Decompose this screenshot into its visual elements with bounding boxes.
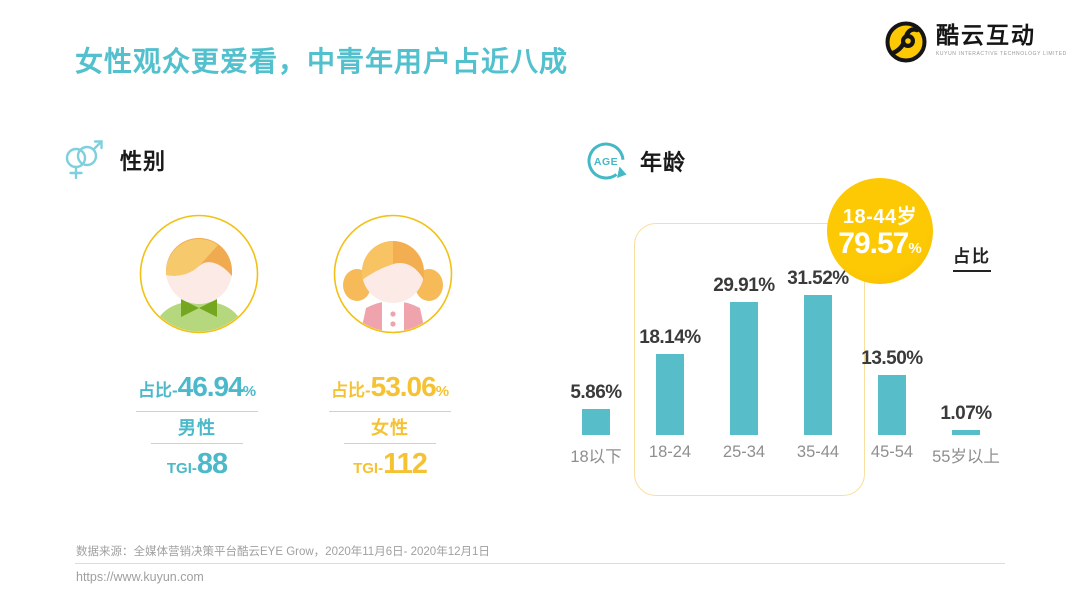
- bar-category-label: 55岁以上: [932, 448, 1000, 466]
- page-title: 女性观众更爱看，中青年用户占近八成: [75, 46, 569, 77]
- badge-value-line: 79.57%: [827, 229, 933, 259]
- female-share-value: 53.06: [370, 371, 437, 402]
- bar: [878, 375, 906, 435]
- male-stats: 占比-46.94% 男性 TGI-88: [119, 372, 275, 484]
- badge-percent: %: [908, 240, 922, 257]
- bar: [656, 354, 684, 435]
- divider: [136, 411, 258, 412]
- bar-category-label: 25-34: [722, 443, 766, 461]
- bar: [804, 295, 832, 435]
- bar-column: 13.50% 45-54: [855, 200, 929, 461]
- gender-heading: 性别: [120, 149, 167, 174]
- bar: [952, 430, 980, 435]
- bar-column: 18.14% 18-24: [633, 200, 707, 461]
- divider: [344, 443, 436, 444]
- kuyun-logo-icon: [885, 21, 927, 63]
- female-share: 占比-53.06%: [312, 372, 468, 407]
- gender-symbols-icon: [65, 140, 103, 180]
- logo-subtitle: KUYUN INTERACTIVE TECHNOLOGY LIMITED: [936, 51, 1067, 58]
- footer-divider: [75, 563, 1005, 564]
- unit-label: 占比: [953, 242, 991, 272]
- male-share-percent: %: [242, 383, 257, 400]
- bar-category-label: 45-54: [870, 443, 914, 461]
- age-cycle-icon: AGE: [587, 142, 627, 180]
- bar-column: 5.86% 18以下: [559, 200, 633, 466]
- badge-value: 79.57: [838, 227, 909, 260]
- male-tgi-label: TGI-: [166, 460, 197, 477]
- bar: [582, 409, 610, 435]
- boy-avatar-icon: [139, 214, 259, 334]
- bar-category-label: 35-44: [796, 443, 840, 461]
- bar-value-label: 13.50%: [861, 348, 923, 369]
- female-share-percent: %: [435, 383, 450, 400]
- female-label: 女性: [371, 418, 409, 438]
- bar-value-label: 5.86%: [570, 382, 622, 403]
- bar-column: 31.52% 35-44: [781, 200, 855, 461]
- female-tgi: TGI-112: [312, 449, 468, 484]
- female-share-label: 占比-: [330, 381, 371, 400]
- bar-category-label: 18以下: [570, 448, 622, 466]
- female-stats: 占比-53.06% 女性 TGI-112: [312, 372, 468, 484]
- female-tgi-label: TGI-: [353, 460, 384, 477]
- male-tgi-value: 88: [196, 448, 228, 480]
- male-share-value: 46.94: [177, 371, 244, 402]
- bar: [730, 302, 758, 435]
- age-highlight-badge: 18-44岁 79.57%: [827, 178, 933, 284]
- highlight-box: [634, 223, 865, 496]
- divider: [151, 443, 243, 444]
- logo: 酷云互动 KUYUN INTERACTIVE TECHNOLOGY LIMITE…: [884, 20, 1067, 64]
- bar-column: 29.91% 25-34: [707, 200, 781, 461]
- bar-value-label: 29.91%: [713, 275, 775, 296]
- male-share: 占比-46.94%: [119, 372, 275, 407]
- site-url: https://www.kuyun.com: [76, 570, 204, 584]
- svg-text:AGE: AGE: [594, 156, 618, 168]
- bar-value-label: 31.52%: [787, 268, 849, 289]
- age-bar-chart: 18-44岁 79.57% 占比 5.86% 18以下 18.14% 18-24 29.…: [559, 178, 1029, 496]
- data-source: 数据来源：全媒体营销决策平台酷云EYE Grow，2020年11月6日- 202…: [76, 546, 490, 558]
- logo-name: 酷云互动: [936, 22, 1036, 48]
- female-tgi-value: 112: [383, 448, 428, 480]
- divider: [329, 411, 451, 412]
- male-tgi: TGI-88: [119, 449, 275, 484]
- age-section-header: AGE 年龄: [584, 139, 686, 183]
- female-avatar: [333, 214, 453, 334]
- male-share-label: 占比-: [137, 381, 178, 400]
- logo-text: 酷云互动 KUYUN INTERACTIVE TECHNOLOGY LIMITE…: [936, 20, 1067, 57]
- badge-range: 18-44岁: [842, 206, 918, 228]
- bar-value-label: 18.14%: [639, 327, 701, 348]
- age-heading: 年龄: [640, 150, 687, 175]
- male-label: 男性: [178, 418, 216, 438]
- bar-value-label: 1.07%: [940, 403, 992, 424]
- girl-avatar-icon: [333, 214, 453, 334]
- gender-section-header: 性别: [62, 138, 166, 182]
- bar-category-label: 18-24: [648, 443, 692, 461]
- bars-area: 5.86% 18以下 18.14% 18-24 29.91% 25-34 31.52% 35-…: [559, 200, 1029, 466]
- male-avatar: [139, 214, 259, 334]
- bar-column: 1.07% 55岁以上: [929, 200, 1003, 466]
